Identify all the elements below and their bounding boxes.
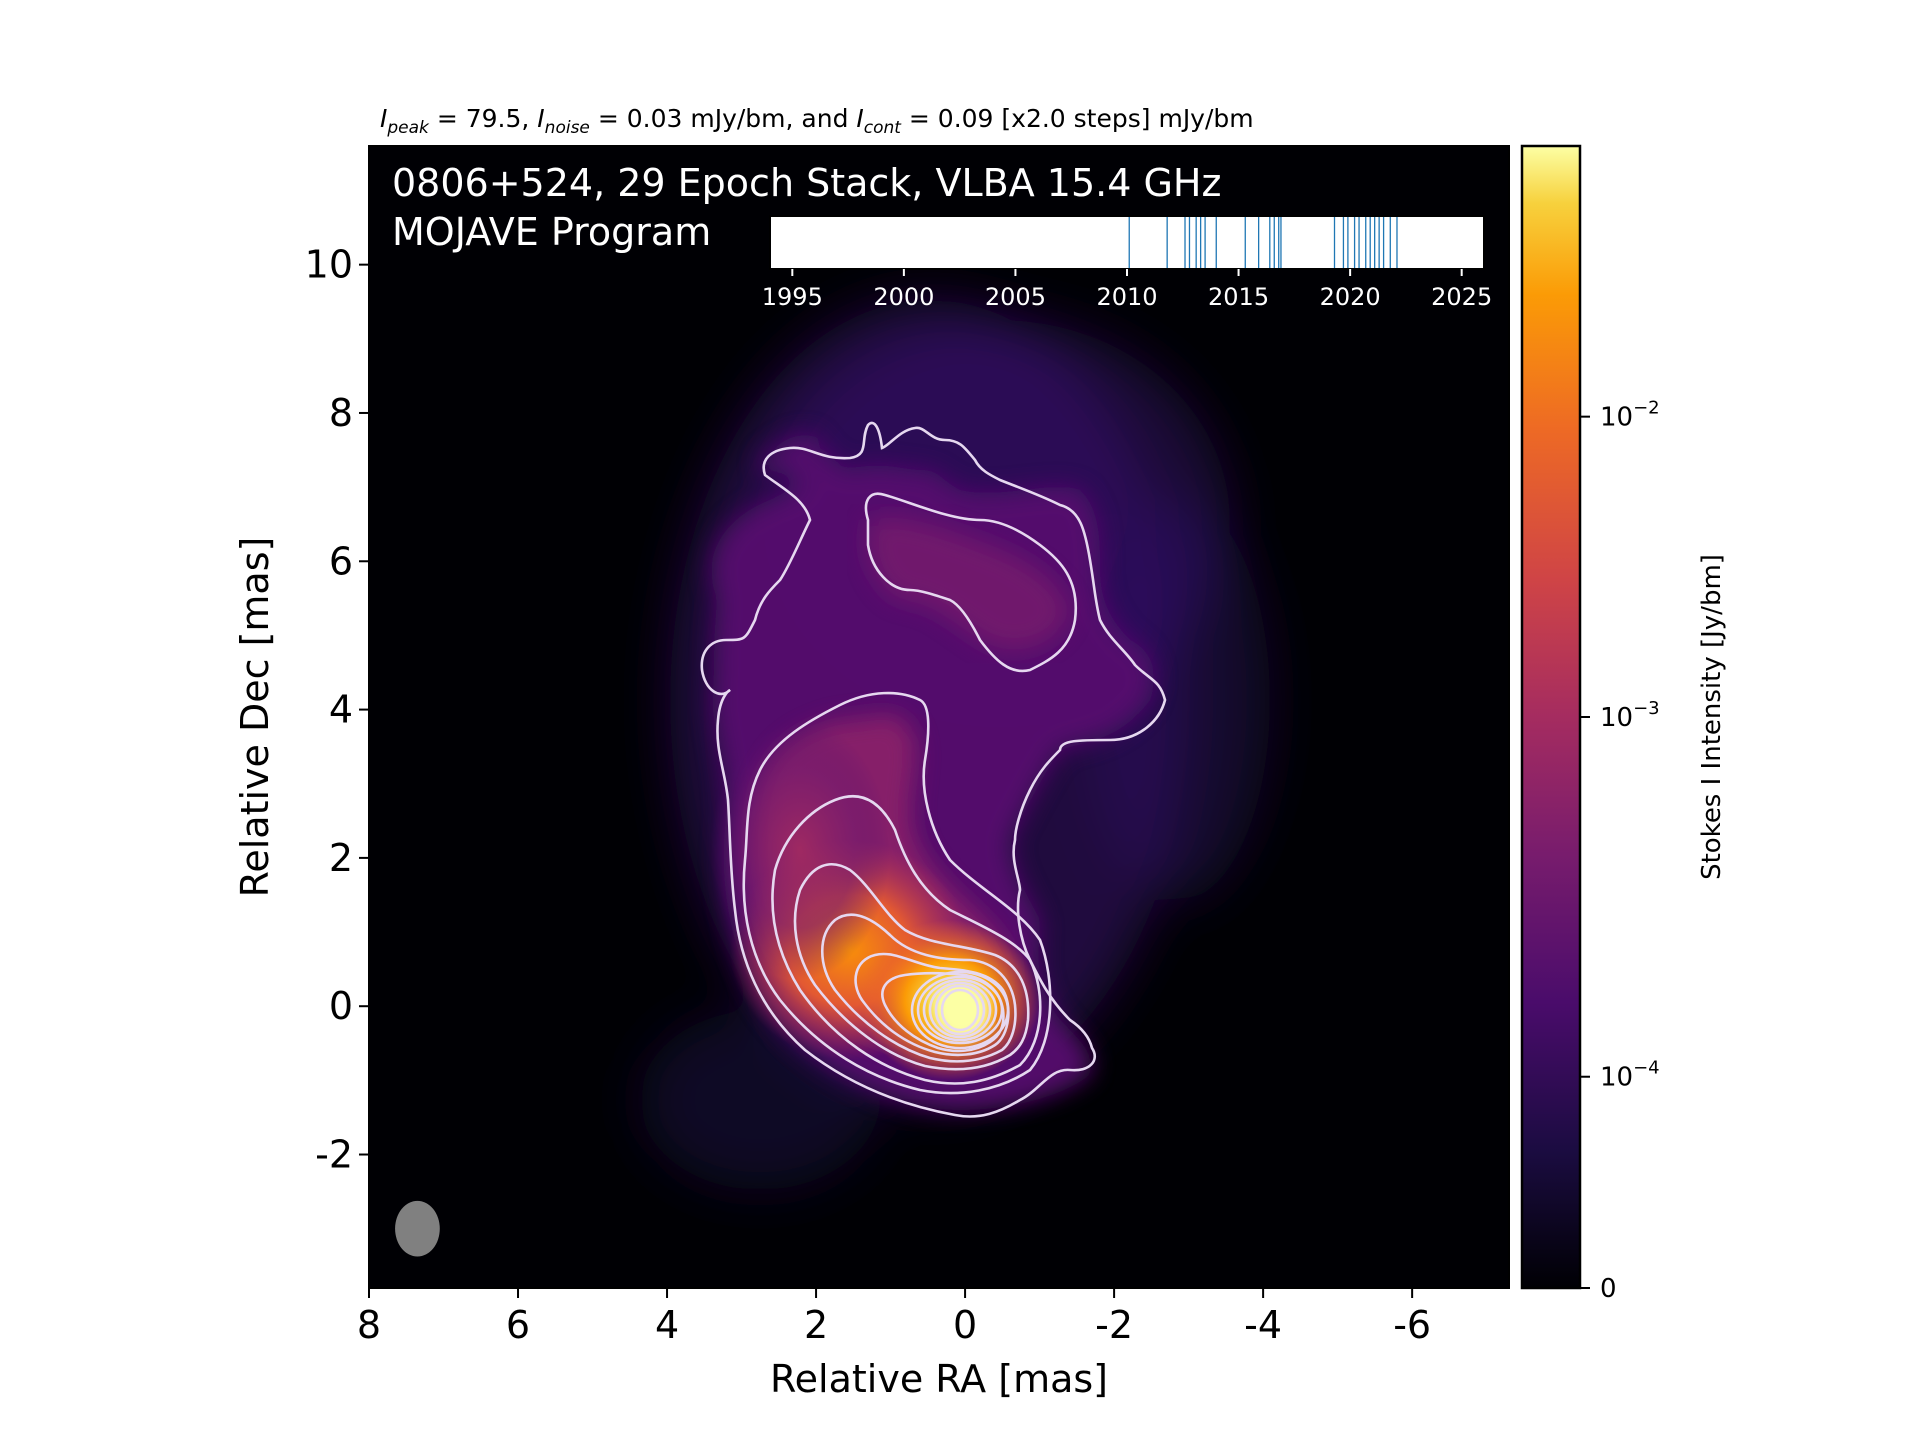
y-tick-label: 4 [329,688,353,732]
y-tick-label: 10 [305,243,353,287]
contour-level-2b [864,492,1078,673]
timeline-tick-label: 1995 [762,283,823,311]
y-tick-label: 0 [329,984,353,1028]
x-axis-label: Relative RA [mas] [770,1357,1108,1401]
emission-map [640,300,1270,1190]
colorbar-tick-label: 10−2 [1600,398,1660,433]
contour-level-11 [928,981,992,1039]
y-tick-label: 2 [329,836,353,880]
colorbar-tick-label: 0 [1600,1274,1617,1304]
timeline-tick-label: 2015 [1208,283,1269,311]
map-subtitle: MOJAVE Program [392,210,711,254]
timeline-tick-label: 2025 [1431,283,1492,311]
contour-level-5 [820,913,1017,1063]
contour-level-3 [771,795,1042,1085]
x-tick-label: 0 [953,1303,977,1347]
beam-ellipse [395,1200,440,1257]
contour-level-13 [940,988,980,1032]
colorbar-tick-label: 10−3 [1600,698,1660,733]
timeline-tick-label: 2000 [873,283,934,311]
image-panel: 0806+524, 29 Epoch Stack, VLBA 15.4 GHz … [368,145,1510,1289]
y-axis-ticks: 10 8 6 4 2 0 -2 [305,243,369,1177]
map-title: 0806+524, 29 Epoch Stack, VLBA 15.4 GHz [392,161,1221,205]
timeline-tick-label: 2005 [985,283,1046,311]
colorbar-fill [1522,146,1580,1288]
upper-jet-fill [867,517,1070,650]
contour-level-10 [922,978,998,1042]
timeline-tick-label: 2010 [1096,283,1157,311]
contour-level-1 [700,421,1167,1118]
contour-level-2 [742,691,1052,1095]
colorbar-label: Stokes I Intensity [Jy/bm] [1697,554,1727,880]
contour-level-6 [854,952,1010,1057]
contour-level-12 [934,984,986,1036]
y-tick-label: -2 [315,1133,353,1177]
timeline-box [769,215,1485,270]
x-tick-label: -4 [1244,1303,1282,1347]
x-tick-label: 8 [357,1303,381,1347]
x-tick-label: -6 [1393,1303,1431,1347]
y-tick-label: 6 [329,539,353,583]
timeline-tick-label: 2020 [1320,283,1381,311]
colorbar-tick-label: 10−4 [1600,1058,1660,1093]
contour-level-8 [910,970,1010,1050]
x-tick-label: -2 [1095,1303,1133,1347]
x-axis-ticks: 8 6 4 2 0 -2 -4 -6 [357,1288,1431,1347]
image-frame [368,145,1510,1289]
colorbar: 10−2 10−3 10−4 0 Stokes I Intensity [Jy/bm] [1520,144,1727,1304]
x-tick-label: 2 [804,1303,828,1347]
contour-level-4 [793,863,1030,1071]
x-tick-label: 4 [655,1303,679,1347]
jet-glow [710,720,890,980]
y-tick-label: 8 [329,391,353,435]
epoch-timeline: 1995 2000 2005 2010 2015 2020 2025 [762,215,1492,311]
colorbar-ticks: 10−2 10−3 10−4 0 [1580,398,1660,1304]
header-stats: Ipeak = 79.5, Inoise = 0.03 mJy/bm, and … [380,104,1254,138]
epoch-lines [1128,217,1398,268]
contour-level-9 [916,975,1004,1045]
x-tick-label: 6 [506,1303,530,1347]
y-axis-label: Relative Dec [mas] [233,537,277,898]
contours [700,421,1167,1118]
timeline-ticks: 1995 2000 2005 2010 2015 2020 2025 [762,269,1492,311]
